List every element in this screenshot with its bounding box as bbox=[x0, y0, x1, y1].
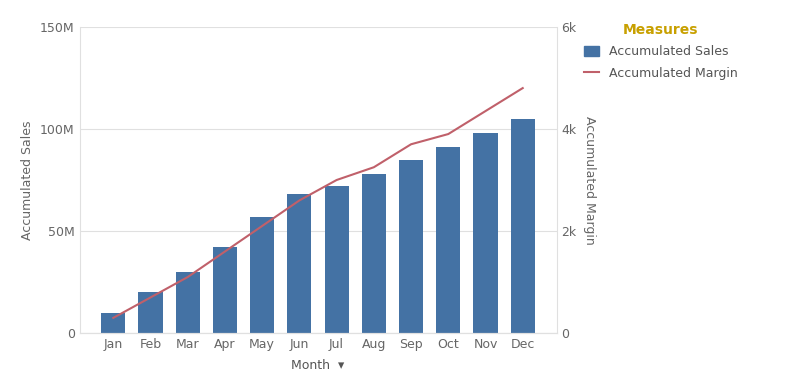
Accumulated Margin bbox=[518, 86, 528, 90]
Accumulated Margin bbox=[183, 275, 192, 279]
Bar bbox=[138, 292, 163, 333]
Bar bbox=[362, 174, 386, 333]
Bar bbox=[176, 272, 200, 333]
Bar bbox=[473, 133, 498, 333]
Accumulated Margin bbox=[332, 178, 341, 182]
Legend: Accumulated Sales, Accumulated Margin: Accumulated Sales, Accumulated Margin bbox=[579, 18, 743, 85]
Accumulated Margin bbox=[444, 132, 453, 136]
Accumulated Margin bbox=[406, 142, 416, 147]
Accumulated Margin bbox=[481, 109, 491, 113]
Bar bbox=[324, 186, 349, 333]
Accumulated Margin bbox=[108, 316, 118, 320]
Accumulated Margin bbox=[369, 165, 378, 170]
Accumulated Margin bbox=[295, 198, 304, 203]
Bar bbox=[287, 194, 312, 333]
Bar bbox=[213, 247, 237, 333]
Y-axis label: Accumulated Sales: Accumulated Sales bbox=[21, 120, 34, 240]
Bar bbox=[436, 147, 460, 333]
Bar bbox=[250, 217, 274, 333]
Bar bbox=[510, 119, 535, 333]
Y-axis label: Accumulated Margin: Accumulated Margin bbox=[583, 116, 596, 244]
Accumulated Margin bbox=[220, 249, 230, 254]
Bar bbox=[399, 160, 423, 333]
Bar bbox=[101, 313, 126, 333]
Line: Accumulated Margin: Accumulated Margin bbox=[113, 88, 523, 318]
X-axis label: Month  ▾: Month ▾ bbox=[292, 359, 344, 372]
Accumulated Margin bbox=[258, 224, 267, 228]
Accumulated Margin bbox=[145, 295, 155, 300]
